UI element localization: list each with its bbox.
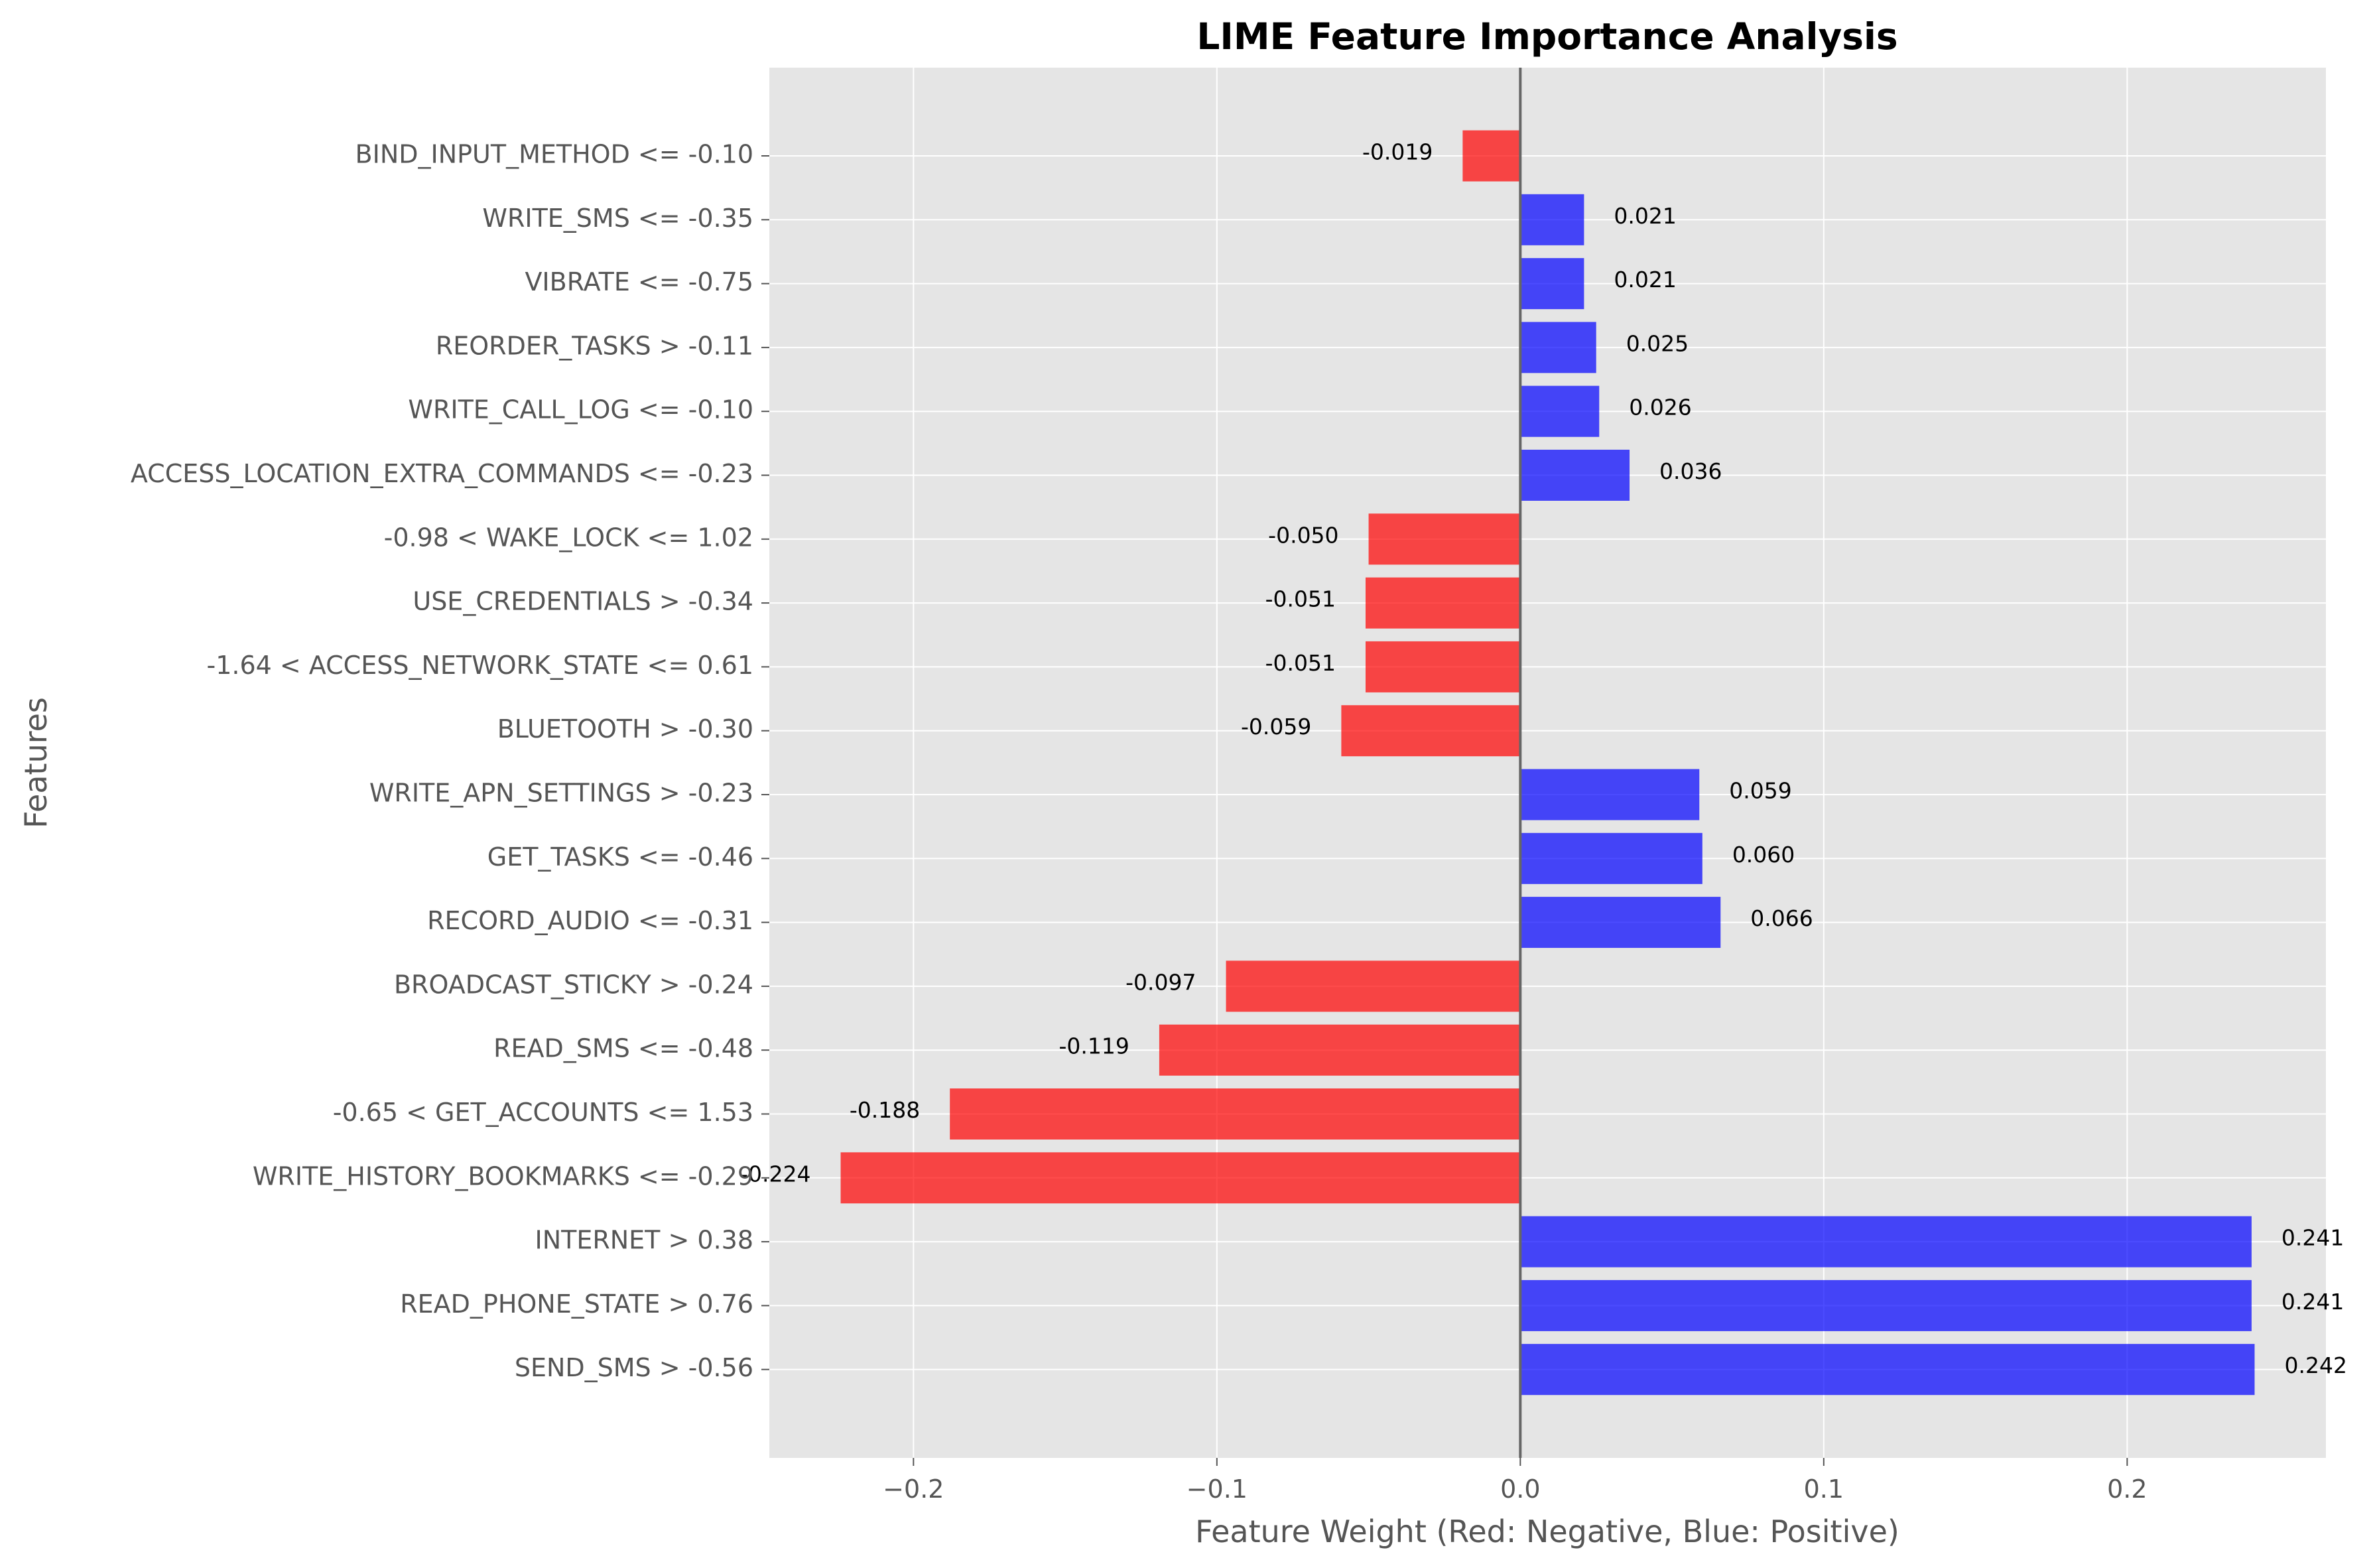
x-tick-label: −0.2 xyxy=(883,1474,944,1504)
y-tick-label: BROADCAST_STICKY > -0.24 xyxy=(394,970,753,999)
value-labels: -0.019 0.021 0.021 0.025 0.026 0.036 -0.050 -0.… xyxy=(740,139,2347,1379)
value-label: 0.025 xyxy=(1626,330,1689,356)
chart-title: LIME Feature Importance Analysis xyxy=(1196,15,1897,58)
value-label: -0.019 xyxy=(1362,139,1433,165)
bar xyxy=(1365,577,1521,629)
bar xyxy=(1520,194,1584,245)
y-tick-label: ACCESS_LOCATION_EXTRA_COMMANDS <= -0.23 xyxy=(131,459,753,488)
bar xyxy=(950,1088,1521,1140)
x-tick-label: 0.1 xyxy=(1804,1474,1844,1504)
bar xyxy=(1520,385,1600,437)
y-tick-label: WRITE_APN_SETTINGS > -0.23 xyxy=(369,779,753,808)
y-tick-label: RECORD_AUDIO <= -0.31 xyxy=(427,906,753,935)
value-label: 0.026 xyxy=(1629,395,1691,421)
value-label: 0.241 xyxy=(2281,1225,2344,1251)
bar xyxy=(1520,1216,2252,1268)
bar xyxy=(840,1152,1521,1204)
x-axis-label: Feature Weight (Red: Negative, Blue: Pos… xyxy=(1195,1514,1899,1549)
y-tick-label: INTERNET > 0.38 xyxy=(535,1226,753,1255)
x-axis-ticks: −0.2 −0.1 0.0 0.1 0.2 xyxy=(883,1458,2148,1504)
bar xyxy=(1520,258,1584,310)
y-tick-label: READ_SMS <= -0.48 xyxy=(493,1034,753,1063)
bar xyxy=(1159,1024,1521,1076)
bar xyxy=(1520,450,1630,501)
bar xyxy=(1520,1279,2252,1331)
value-label: 0.036 xyxy=(1659,458,1722,484)
bar xyxy=(1462,130,1521,182)
y-tick-label: WRITE_SMS <= -0.35 xyxy=(482,204,753,233)
value-label: 0.059 xyxy=(1729,778,1791,804)
x-tick-label: 0.0 xyxy=(1500,1474,1540,1504)
value-label: 0.241 xyxy=(2281,1289,2344,1315)
y-tick-label: WRITE_CALL_LOG <= -0.10 xyxy=(408,395,753,425)
y-tick-label: USE_CREDENTIALS > -0.34 xyxy=(413,587,753,616)
y-tick-label: BIND_INPUT_METHOD <= -0.10 xyxy=(355,140,753,169)
y-tick-label: BLUETOOTH > -0.30 xyxy=(497,714,753,744)
bar xyxy=(1520,897,1721,948)
value-label: 0.060 xyxy=(1732,842,1795,868)
bar xyxy=(1226,960,1521,1012)
y-axis-label: Features xyxy=(18,697,54,828)
value-label: 0.066 xyxy=(1750,905,1813,931)
value-label: -0.059 xyxy=(1241,714,1311,740)
value-label: 0.242 xyxy=(2284,1352,2346,1378)
value-label: -0.097 xyxy=(1125,969,1196,995)
x-tick-label: 0.2 xyxy=(2107,1474,2147,1504)
bar xyxy=(1520,322,1596,373)
y-tick-label: GET_TASKS <= -0.46 xyxy=(487,842,753,872)
value-label: -0.188 xyxy=(850,1097,920,1123)
bar xyxy=(1368,513,1521,565)
y-tick-label: READ_PHONE_STATE > 0.76 xyxy=(400,1289,753,1319)
value-label: -0.051 xyxy=(1265,650,1336,676)
bar xyxy=(1341,705,1521,757)
y-tick-label: REORDER_TASKS > -0.11 xyxy=(436,331,753,360)
bars xyxy=(840,130,2255,1396)
bar xyxy=(1365,641,1521,692)
bar xyxy=(1520,1344,2255,1396)
value-label: 0.021 xyxy=(1614,203,1676,229)
value-label: -0.119 xyxy=(1059,1033,1129,1059)
y-tick-label: SEND_SMS > -0.56 xyxy=(515,1353,753,1382)
bar xyxy=(1520,832,1702,884)
y-tick-label: VIBRATE <= -0.75 xyxy=(525,267,753,296)
value-label: -0.051 xyxy=(1265,586,1336,612)
value-label: -0.050 xyxy=(1268,522,1338,548)
value-label: -0.224 xyxy=(740,1161,810,1187)
value-label: 0.021 xyxy=(1614,267,1676,293)
y-tick-label: -1.64 < ACCESS_NETWORK_STATE <= 0.61 xyxy=(206,651,753,680)
y-axis-ticks: BIND_INPUT_METHOD <= -0.10 WRITE_SMS <= -… xyxy=(131,140,769,1382)
y-tick-label: -0.98 < WAKE_LOCK <= 1.02 xyxy=(384,523,753,552)
y-tick-label: WRITE_HISTORY_BOOKMARKS <= -0.29 xyxy=(253,1161,753,1191)
bar xyxy=(1520,769,1700,820)
x-tick-label: −0.1 xyxy=(1186,1474,1248,1504)
y-tick-label: -0.65 < GET_ACCOUNTS <= 1.53 xyxy=(333,1098,753,1127)
